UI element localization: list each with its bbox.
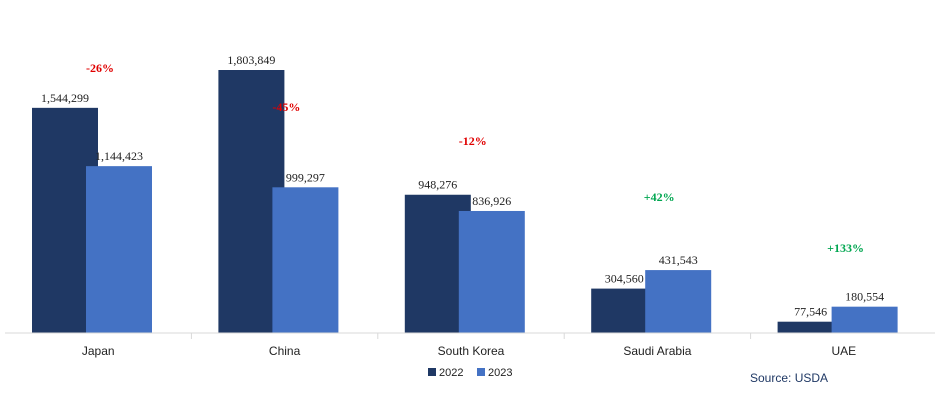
legend-swatch-2022 [428,368,436,376]
value-label-2023-south-korea: 836,926 [472,194,511,208]
bar-2022-uae [777,321,844,333]
category-label-south-korea: South Korea [438,344,505,358]
category-label-saudi-arabia: Saudi Arabia [623,344,691,358]
bar-2023-uae [831,306,898,333]
bar-2023-china [272,187,339,333]
category-label-japan: Japan [82,344,115,358]
change-annotation-china: -45% [272,100,300,114]
bars-layer [32,70,898,333]
value-label-2023-japan: 1,144,423 [95,149,143,163]
value-labels-layer: 1,544,299 1,144,423 1,803,849 999,297 948,27… [41,53,884,319]
bar-2023-japan [86,166,152,333]
legend-label-2022: 2022 [439,367,463,379]
legend-label-2023: 2023 [488,367,512,379]
value-label-2022-china: 1,803,849 [227,53,275,67]
value-label-2023-saudi-arabia: 431,543 [659,253,698,267]
value-label-2022-south-korea: 948,276 [418,178,457,192]
change-annotation-saudi-arabia: +42% [644,190,675,204]
category-label-china: China [269,344,301,358]
category-label-uae: UAE [831,344,856,358]
value-label-2023-uae: 180,554 [845,290,884,304]
category-tick-labels-layer: Japan China South Korea Saudi Arabia UAE [82,333,856,358]
bar-2023-south-korea [458,210,525,333]
value-label-2022-saudi-arabia: 304,560 [605,272,644,286]
value-label-2022-japan: 1,544,299 [41,91,89,105]
source-note: Source: USDA [750,371,828,385]
value-label-2023-china: 999,297 [286,170,325,184]
change-annotation-uae: +133% [827,241,864,255]
legend: 2022 2023 [428,367,512,379]
value-label-2022-uae: 77,546 [794,305,827,319]
change-annotation-japan: -26% [86,61,114,75]
bar-2023-saudi-arabia [645,270,712,333]
change-annotation-south-korea: -12% [459,134,487,148]
legend-swatch-2023 [477,368,485,376]
change-annotations-layer: -26% -45% -12% +42% +133% [86,61,864,255]
